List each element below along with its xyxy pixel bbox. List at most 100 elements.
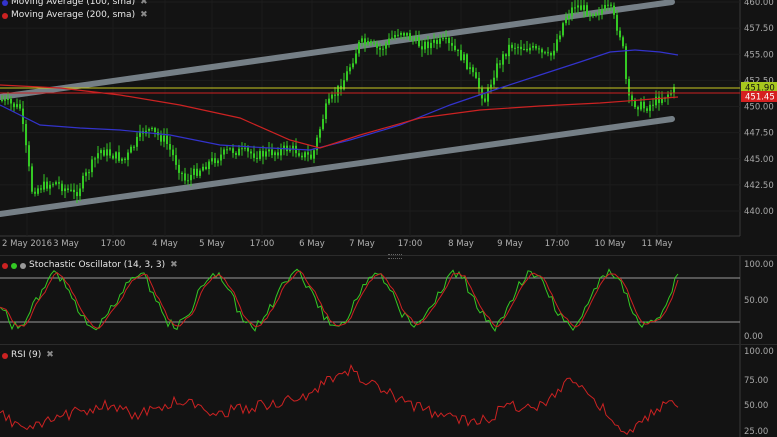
candle-body — [634, 100, 636, 108]
ma100-close-icon[interactable]: ✖ — [140, 0, 148, 7]
candle-body — [112, 155, 114, 159]
candle-body — [556, 39, 558, 51]
candle-body — [91, 159, 93, 173]
candle-body — [478, 77, 480, 89]
candle-body — [640, 101, 642, 110]
candle-body — [577, 5, 579, 8]
candle-body — [238, 148, 240, 156]
candle-body — [334, 94, 336, 96]
candle-body — [457, 49, 459, 51]
candle-body — [226, 149, 228, 151]
candle-body — [40, 188, 42, 190]
price-legend: Moving Average (100, sma) ✖ Moving Avera… — [2, 0, 148, 22]
price-tick-label: 457.50 — [744, 24, 774, 34]
candle-body — [271, 149, 273, 156]
rsi-dot-icon — [2, 352, 8, 359]
candle-body — [403, 33, 405, 36]
candle-body — [544, 52, 546, 54]
candle-body — [376, 43, 378, 48]
candle-body — [85, 172, 87, 176]
candle-body — [265, 151, 267, 157]
stochastic-chart[interactable]: 100.00 50.00 0.00 — [0, 256, 777, 344]
rsi-close-icon[interactable]: ✖ — [46, 350, 54, 360]
candle-body — [151, 128, 153, 130]
candle-body — [343, 80, 345, 90]
candle-body — [496, 63, 498, 78]
time-tick-label: 7 May — [349, 239, 375, 249]
candle-body — [619, 30, 621, 38]
rsi-pane[interactable]: 100.00 75.00 50.00 25.00 RSI (9) ✖ — [0, 345, 777, 437]
channel-upper-line — [0, 0, 675, 100]
candle-body — [175, 155, 177, 165]
stoch-tick-label: 0.00 — [744, 332, 763, 342]
candle-body — [466, 54, 468, 69]
candle-body — [67, 188, 69, 190]
time-tick-label: 9 May — [497, 239, 523, 249]
stoch-dot-icon — [11, 262, 17, 269]
candle-body — [283, 145, 285, 149]
price-chart-pane[interactable]: 460.00 457.50 455.00 452.50 450.00 447.50 445.… — [0, 0, 777, 255]
candle-body — [247, 147, 249, 152]
candle-body — [421, 46, 423, 50]
candle-body — [223, 149, 225, 155]
candle-body — [4, 99, 6, 101]
candle-body — [43, 181, 45, 190]
ma200-close-icon[interactable]: ✖ — [140, 10, 148, 20]
ma100-color-dot — [2, 0, 8, 6]
candle-body — [499, 63, 501, 65]
candle-body — [397, 34, 399, 36]
candle-body — [409, 33, 411, 40]
price-axis-bg — [740, 0, 777, 255]
candle-body — [262, 150, 264, 157]
candle-body — [181, 172, 183, 174]
candle-body — [529, 47, 531, 51]
candle-body — [322, 118, 324, 130]
rsi-chart[interactable]: 100.00 75.00 50.00 25.00 — [0, 345, 777, 437]
candle-body — [103, 150, 105, 156]
candle-body — [328, 98, 330, 104]
candle-body — [235, 152, 237, 156]
price-tick-label: 440.00 — [744, 207, 774, 217]
candle-body — [580, 5, 582, 10]
candle-body — [625, 46, 627, 79]
stochastic-pane[interactable]: 100.00 50.00 0.00 Stochastic Oscillator (1… — [0, 256, 777, 344]
candle-body — [319, 129, 321, 138]
pane-divider[interactable] — [0, 255, 777, 256]
candle-body — [100, 150, 102, 154]
rsi-tick-label: 100.00 — [744, 347, 774, 357]
time-tick-label: 11 May — [641, 239, 672, 249]
candle-body — [184, 173, 186, 181]
legend-ma200[interactable]: Moving Average (200, sma) ✖ — [2, 9, 148, 22]
candle-body — [220, 154, 222, 161]
candle-body — [433, 40, 435, 43]
candle-body — [169, 143, 171, 150]
candle-body — [637, 107, 639, 110]
candle-body — [70, 189, 72, 191]
legend-ma100[interactable]: Moving Average (100, sma) ✖ — [2, 0, 148, 9]
rsi-title: RSI (9) — [11, 350, 42, 360]
candle-body — [631, 95, 633, 101]
candle-body — [337, 85, 339, 96]
price-chart[interactable]: 460.00 457.50 455.00 452.50 450.00 447.50 445.… — [0, 0, 777, 255]
candle-body — [121, 158, 123, 161]
candle-body — [94, 158, 96, 160]
candle-body — [610, 4, 612, 6]
candle-body — [88, 172, 90, 174]
candle-body — [331, 94, 333, 99]
stochastic-close-icon[interactable]: ✖ — [170, 260, 178, 270]
candle-body — [502, 54, 504, 65]
candle-body — [583, 5, 585, 10]
candle-body — [586, 5, 588, 16]
candle-body — [475, 72, 477, 78]
candle-body — [208, 161, 210, 169]
candle-body — [385, 43, 387, 49]
pane-divider[interactable] — [0, 344, 777, 345]
rsi-tick-label: 75.00 — [744, 376, 768, 386]
candle-body — [217, 160, 219, 164]
candle-body — [118, 152, 120, 161]
candle-body — [565, 18, 567, 24]
candle-body — [526, 48, 528, 51]
price-tag-label: 451.90 — [745, 84, 775, 94]
candle-body — [508, 44, 510, 57]
pane-resize-handle[interactable] — [388, 254, 402, 259]
